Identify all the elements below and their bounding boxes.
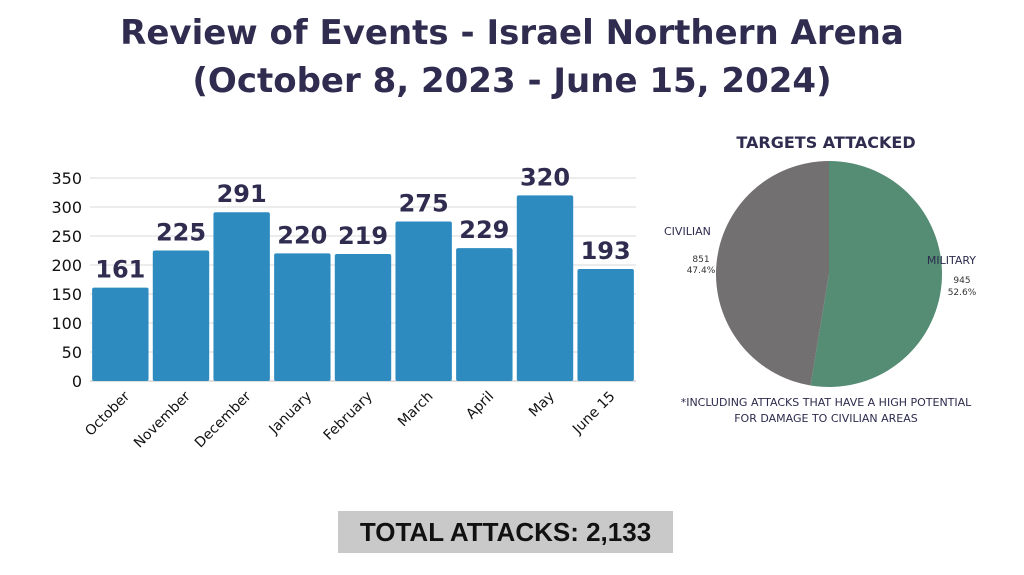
pie-title: TARGETS ATTACKED (736, 133, 915, 152)
y-tick-label: 0 (72, 372, 82, 391)
y-tick-label: 200 (51, 256, 82, 275)
bar-value-label: 229 (459, 216, 509, 244)
bar (92, 287, 149, 381)
page-subtitle: (October 8, 2023 - June 15, 2024) (192, 61, 832, 101)
y-tick-label: 150 (51, 285, 82, 304)
x-tick-label: March (395, 389, 436, 430)
pie-slice-label: MILITARY (927, 254, 976, 267)
x-tick-label: January (266, 389, 316, 439)
bar-value-label: 291 (217, 180, 267, 208)
bar (274, 253, 331, 381)
bar (516, 195, 574, 381)
pie-slice-label: CIVILIAN (664, 225, 711, 238)
pie-footnote-line2: FOR DAMAGE TO CIVILIAN AREAS (734, 412, 918, 425)
x-tick-label: May (526, 389, 558, 421)
bar (456, 248, 513, 381)
x-tick-label: June 15 (569, 389, 618, 438)
pie-slice-civilian (716, 161, 829, 386)
x-tick-label: November (131, 388, 194, 451)
bar-value-label: 193 (581, 237, 631, 265)
total-attacks-box: TOTAL ATTACKS: 2,133 (338, 511, 673, 553)
page-title: Review of Events - Israel Northern Arena (120, 13, 904, 53)
bar (577, 269, 634, 381)
y-tick-label: 300 (51, 198, 82, 217)
y-tick-label: 250 (51, 227, 82, 246)
bar-chart: 0 50 100 150 200 250 300 350 161 October 225 Novemb… (51, 163, 636, 451)
bar-value-label: 320 (520, 163, 570, 191)
bar-value-label: 219 (338, 222, 388, 250)
pie-slice-value: 945 (953, 276, 970, 286)
x-tick-label: October (82, 388, 133, 439)
bar-value-label: 220 (277, 221, 327, 249)
bar (213, 212, 270, 381)
bar (395, 221, 452, 381)
pie-slice-military (810, 161, 942, 387)
bar-value-label: 275 (399, 190, 449, 218)
y-tick-label: 100 (51, 314, 82, 333)
pie-slice-percent: 52.6% (948, 288, 977, 298)
bar (152, 250, 210, 381)
x-tick-label: February (321, 389, 376, 444)
total-attacks-label: TOTAL ATTACKS: 2,133 (359, 516, 652, 547)
x-tick-label: December (192, 388, 255, 451)
pie-slice-value: 851 (692, 255, 709, 265)
pie-chart: TARGETS ATTACKED MILITARY 945 52.6% CIVILIAN… (664, 133, 977, 425)
x-tick-label: April (463, 389, 497, 423)
pie-footnote-line1: *INCLUDING ATTACKS THAT HAVE A HIGH POTE… (681, 396, 972, 409)
y-tick-label: 350 (51, 169, 82, 188)
bar-value-label: 161 (95, 256, 145, 284)
bar-value-label: 225 (156, 219, 206, 247)
y-tick-label: 50 (62, 343, 82, 362)
bar (334, 253, 392, 381)
pie-slice-percent: 47.4% (687, 266, 716, 276)
